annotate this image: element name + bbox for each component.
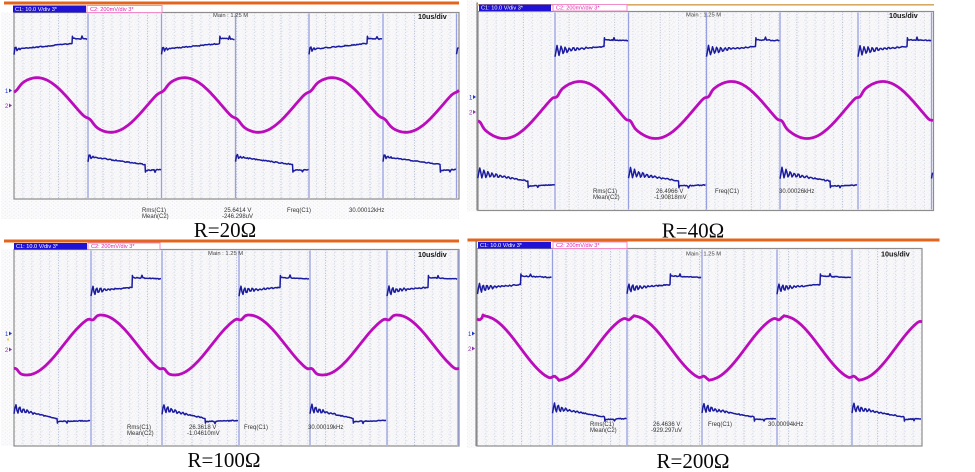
svg-text:C1: 10.0 V/div 3*: C1: 10.0 V/div 3* xyxy=(481,6,524,12)
svg-text:Mean(C2): Mean(C2) xyxy=(593,195,620,201)
svg-text:Freq(C1): Freq(C1) xyxy=(715,189,739,195)
svg-text:30.00026kHz: 30.00026kHz xyxy=(779,189,814,195)
svg-text:10us/div: 10us/div xyxy=(881,250,910,259)
svg-text:Mean(C2): Mean(C2) xyxy=(590,428,617,434)
svg-text:R=20Ω: R=20Ω xyxy=(194,218,256,242)
svg-text:Freq(C1): Freq(C1) xyxy=(244,425,268,431)
svg-text:2: 2 xyxy=(5,104,9,110)
svg-text:R=100Ω: R=100Ω xyxy=(188,448,261,472)
svg-text:Main : 1.25 M: Main : 1.25 M xyxy=(208,251,243,257)
svg-text:1: 1 xyxy=(468,332,472,338)
svg-text:1: 1 xyxy=(5,89,9,95)
svg-text:30.00019kHz: 30.00019kHz xyxy=(308,425,343,431)
svg-text:10us/div: 10us/div xyxy=(889,11,918,20)
svg-text:-1.90818mV: -1.90818mV xyxy=(654,195,687,201)
svg-text:-246.298uV: -246.298uV xyxy=(222,214,253,220)
svg-text:Freq(C1): Freq(C1) xyxy=(287,208,311,214)
svg-text:2: 2 xyxy=(5,348,9,354)
svg-text:2: 2 xyxy=(468,347,472,353)
svg-text:R=40Ω: R=40Ω xyxy=(662,219,724,243)
svg-text:1: 1 xyxy=(5,332,9,338)
svg-text:30.00094kHz: 30.00094kHz xyxy=(768,422,803,428)
svg-text:C2: 200mV/div 3*: C2: 200mV/div 3* xyxy=(556,6,600,12)
svg-text:R=200Ω: R=200Ω xyxy=(657,449,730,472)
svg-text:1: 1 xyxy=(469,96,473,102)
svg-text:C2: 200mV/div 3*: C2: 200mV/div 3* xyxy=(91,244,135,250)
svg-text:Main : 1.25 M: Main : 1.25 M xyxy=(213,13,248,19)
svg-text:-1.04610mV: -1.04610mV xyxy=(187,431,220,437)
svg-text:-929.297uV: -929.297uV xyxy=(651,428,682,434)
svg-text:26.4636 V: 26.4636 V xyxy=(653,422,680,428)
svg-text:Main : 1.25 M: Main : 1.25 M xyxy=(686,252,721,258)
svg-text:2: 2 xyxy=(469,111,473,117)
svg-text:Mean(C2): Mean(C2) xyxy=(127,431,154,437)
svg-text:C1: 10.0 V/div 3*: C1: 10.0 V/div 3* xyxy=(16,244,59,250)
svg-text:Main : 1.25 M: Main : 1.25 M xyxy=(686,13,721,19)
svg-text:Rms(C1): Rms(C1) xyxy=(590,422,614,428)
svg-text:C1: 10.0 V/div 3*: C1: 10.0 V/div 3* xyxy=(15,7,58,13)
svg-text:Rms(C1): Rms(C1) xyxy=(593,189,617,195)
svg-text:C2: 200mV/div 3*: C2: 200mV/div 3* xyxy=(90,7,134,13)
svg-text:C1: 10.0 V/div 3*: C1: 10.0 V/div 3* xyxy=(480,243,523,249)
svg-text:10us/div: 10us/div xyxy=(418,250,447,259)
svg-text:Mean(C2): Mean(C2) xyxy=(142,214,169,220)
svg-text:Rms(C1): Rms(C1) xyxy=(142,208,166,214)
svg-text:Rms(C1): Rms(C1) xyxy=(127,425,151,431)
svg-text:Freq(C1): Freq(C1) xyxy=(708,422,732,428)
svg-text:25.6414 V: 25.6414 V xyxy=(224,208,251,214)
svg-text:10us/div: 10us/div xyxy=(418,12,447,21)
svg-text:C2: 200mV/div 3*: C2: 200mV/div 3* xyxy=(556,243,600,249)
svg-text:26.4966 V: 26.4966 V xyxy=(656,189,683,195)
svg-text:30.00012kHz: 30.00012kHz xyxy=(349,208,384,214)
svg-text:26.3618 V: 26.3618 V xyxy=(189,425,216,431)
